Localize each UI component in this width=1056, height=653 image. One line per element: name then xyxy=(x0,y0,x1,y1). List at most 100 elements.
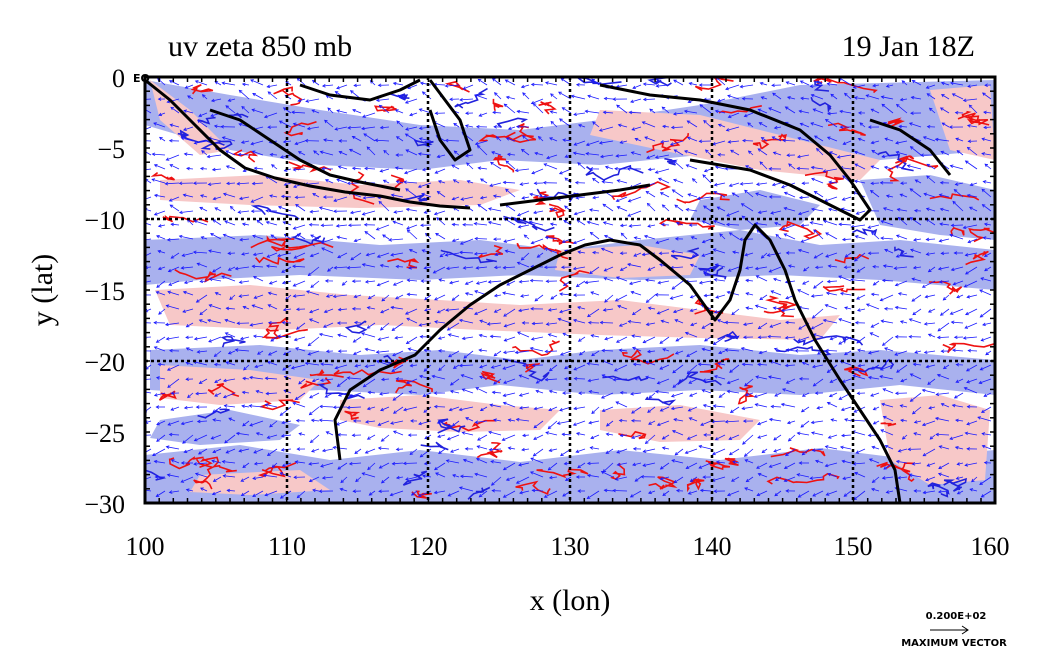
wind-vector-head xyxy=(781,226,786,231)
wind-vector xyxy=(154,194,166,198)
wind-vector xyxy=(479,349,488,352)
y-tick-label: 0 xyxy=(112,64,125,93)
wind-vector xyxy=(758,473,768,478)
wind-vector xyxy=(811,208,824,212)
wind-vector-head xyxy=(281,463,286,467)
wind-vector-head xyxy=(436,420,441,425)
wind-vector-head xyxy=(157,249,162,254)
wind-vector-head xyxy=(954,182,959,186)
wind-vector-head xyxy=(949,233,953,238)
wind-vector-head xyxy=(249,323,254,327)
wind-vector xyxy=(811,432,824,436)
wind-vector-head xyxy=(418,108,423,112)
wind-vector-head xyxy=(880,319,885,324)
wind-vector xyxy=(703,98,712,100)
wind-vector-head xyxy=(520,148,525,153)
wind-vector-head xyxy=(757,108,762,112)
wind-vector-head xyxy=(913,209,918,213)
wind-vector-head xyxy=(922,136,927,140)
wind-vector xyxy=(166,305,180,310)
wind-vector xyxy=(761,448,768,453)
wind-vector xyxy=(365,348,376,352)
wind-vector-head xyxy=(377,446,382,451)
x-tick-labels: 100 110 120 130 140 150 160 xyxy=(126,532,1010,561)
wind-vector-head xyxy=(279,155,284,159)
wind-vector-head xyxy=(854,235,859,239)
wind-vector-head xyxy=(311,378,316,383)
wind-vector xyxy=(871,182,880,184)
wind-vector-head xyxy=(938,239,943,243)
wind-vector-head xyxy=(390,305,395,310)
wind-vector xyxy=(362,472,376,478)
wind-vector xyxy=(757,363,768,366)
wind-vector xyxy=(519,392,530,396)
wind-vector xyxy=(981,406,992,413)
wind-vector-head xyxy=(378,465,383,469)
wind-vector xyxy=(616,336,628,343)
wind-vector-head xyxy=(196,419,201,424)
wind-vector-head xyxy=(452,365,457,369)
wind-vector xyxy=(199,319,208,324)
wind-vector-head xyxy=(964,271,969,275)
wind-vector xyxy=(489,448,502,451)
wind-vector xyxy=(271,462,278,468)
wind-vector-head xyxy=(295,418,300,423)
wind-vector-head xyxy=(168,490,173,494)
wind-vector-head xyxy=(505,188,509,193)
wind-vector-head xyxy=(854,150,858,155)
wind-vector-head xyxy=(979,314,984,318)
wind-vector xyxy=(768,336,782,338)
wind-vector-head xyxy=(452,474,456,478)
wind-vector-head xyxy=(528,220,533,225)
wind-vector xyxy=(912,308,922,315)
wind-vector-head xyxy=(672,384,677,388)
wind-vector-head xyxy=(773,437,777,441)
wind-vector-head xyxy=(927,381,931,385)
wind-vector xyxy=(365,448,376,454)
wind-vector-head xyxy=(199,311,204,316)
wind-vector xyxy=(422,392,432,397)
wind-vector xyxy=(758,322,768,330)
wind-vector-head xyxy=(725,222,730,227)
wind-vector xyxy=(810,122,824,128)
wind-vector-head xyxy=(901,436,906,440)
wind-vector-head xyxy=(884,248,888,253)
wind-vector-head xyxy=(502,180,507,185)
wind-vector-head xyxy=(157,224,162,228)
wind-vector xyxy=(784,476,796,482)
wind-vector-head xyxy=(940,150,945,155)
wind-vector xyxy=(194,336,208,340)
wind-vector xyxy=(337,462,348,470)
wind-vector-head xyxy=(308,478,313,483)
wind-vector-head xyxy=(327,268,331,272)
wind-vector-head xyxy=(406,317,410,321)
wind-vector-head xyxy=(534,151,539,156)
wind-vector-head xyxy=(641,121,646,125)
wind-vector xyxy=(319,207,334,212)
wind-vector xyxy=(251,196,264,203)
wind-vector-head xyxy=(337,393,342,397)
wind-vector-head xyxy=(619,140,624,144)
wind-vector-head xyxy=(780,308,785,313)
wind-vector-head xyxy=(740,347,745,351)
contour-line xyxy=(763,300,799,314)
wind-vector-head xyxy=(725,86,729,91)
wind-vector-head xyxy=(573,211,578,216)
wind-vector xyxy=(310,434,320,443)
wind-vector xyxy=(692,252,698,258)
wind-vector xyxy=(589,266,600,274)
wind-vector-head xyxy=(170,222,175,227)
wind-vector-head xyxy=(151,152,156,157)
wind-vector xyxy=(578,251,586,254)
wind-vector xyxy=(565,476,572,481)
wind-vector xyxy=(256,390,264,394)
wind-vector-head xyxy=(852,374,856,378)
wind-vector-head xyxy=(696,196,701,201)
wind-vector-head xyxy=(518,308,522,313)
wind-vector-head xyxy=(797,248,802,253)
wind-vector xyxy=(689,392,698,397)
wind-vector xyxy=(546,322,558,325)
contour-line xyxy=(717,330,740,343)
wind-vector xyxy=(881,103,894,114)
contour-line xyxy=(168,456,204,470)
